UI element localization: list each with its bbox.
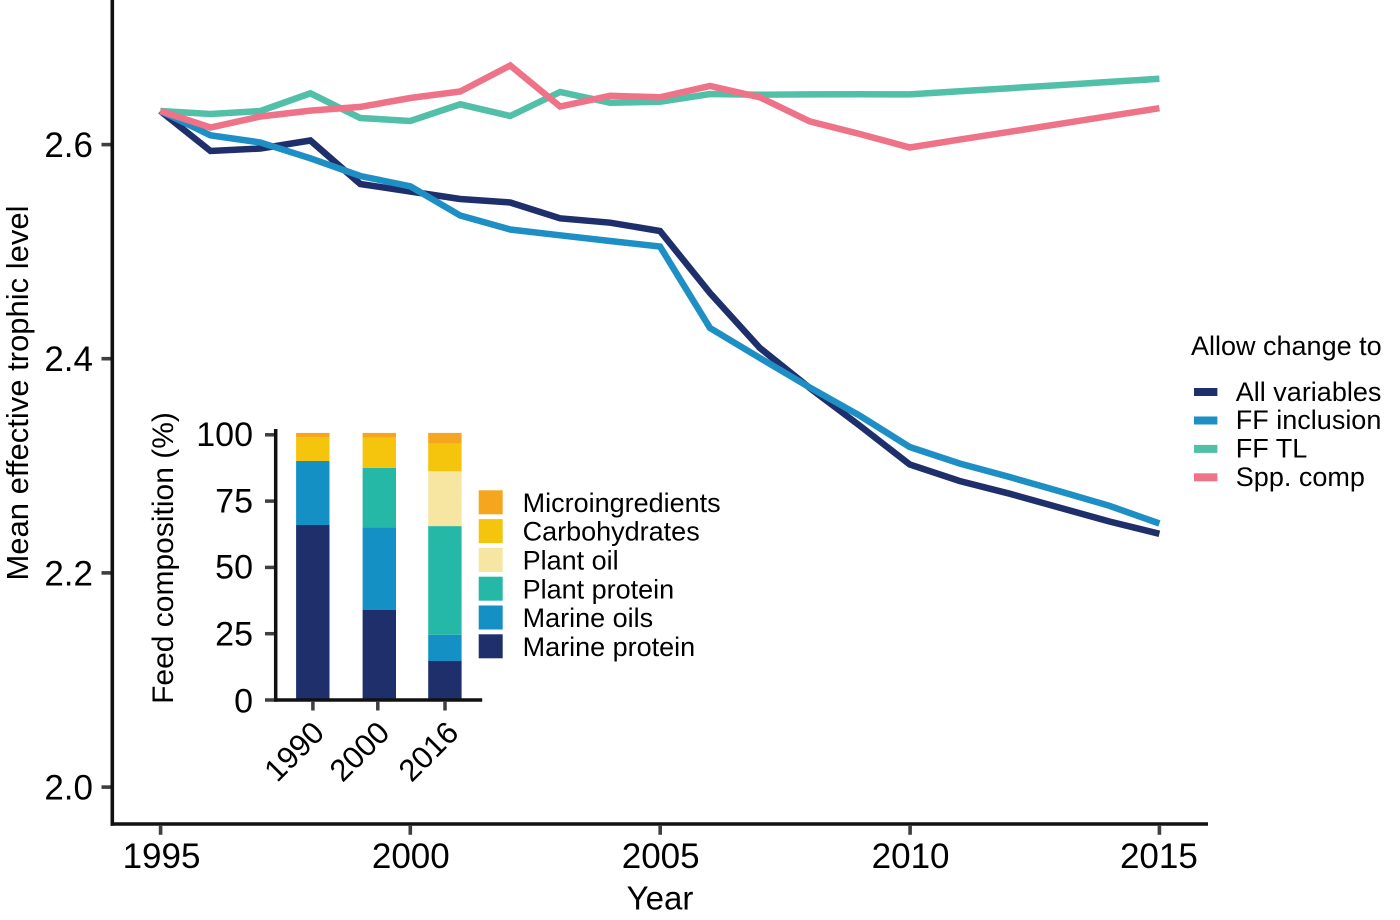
svg-text:2000: 2000 <box>372 837 450 876</box>
svg-text:2005: 2005 <box>622 837 700 876</box>
svg-text:2015: 2015 <box>1120 837 1198 876</box>
svg-text:75: 75 <box>215 482 253 520</box>
svg-text:0: 0 <box>234 682 253 720</box>
svg-text:50: 50 <box>215 549 253 587</box>
svg-text:25: 25 <box>215 616 253 654</box>
svg-text:FF inclusion: FF inclusion <box>1236 405 1382 435</box>
svg-text:All variables: All variables <box>1236 377 1382 407</box>
svg-text:Allow change to: Allow change to <box>1191 331 1382 361</box>
svg-text:2.6: 2.6 <box>44 126 93 165</box>
svg-text:Year: Year <box>627 879 694 916</box>
svg-text:Marine oils: Marine oils <box>523 603 654 633</box>
svg-text:2010: 2010 <box>872 837 950 876</box>
svg-text:2.2: 2.2 <box>44 554 93 593</box>
svg-text:Carbohydrates: Carbohydrates <box>523 517 700 547</box>
svg-text:Plant oil: Plant oil <box>523 546 619 576</box>
svg-text:2.4: 2.4 <box>44 340 93 379</box>
svg-text:100: 100 <box>196 416 253 454</box>
svg-text:Mean effective trophic level: Mean effective trophic level <box>0 205 35 580</box>
svg-text:Marine protein: Marine protein <box>523 632 696 662</box>
svg-text:1995: 1995 <box>123 837 201 876</box>
svg-text:2.0: 2.0 <box>44 769 93 808</box>
svg-text:Spp. comp: Spp. comp <box>1236 462 1365 492</box>
svg-text:FF TL: FF TL <box>1236 434 1308 464</box>
svg-text:Plant protein: Plant protein <box>523 574 675 604</box>
svg-text:Microingredients: Microingredients <box>523 488 721 518</box>
svg-text:Feed composition (%): Feed composition (%) <box>147 412 180 704</box>
